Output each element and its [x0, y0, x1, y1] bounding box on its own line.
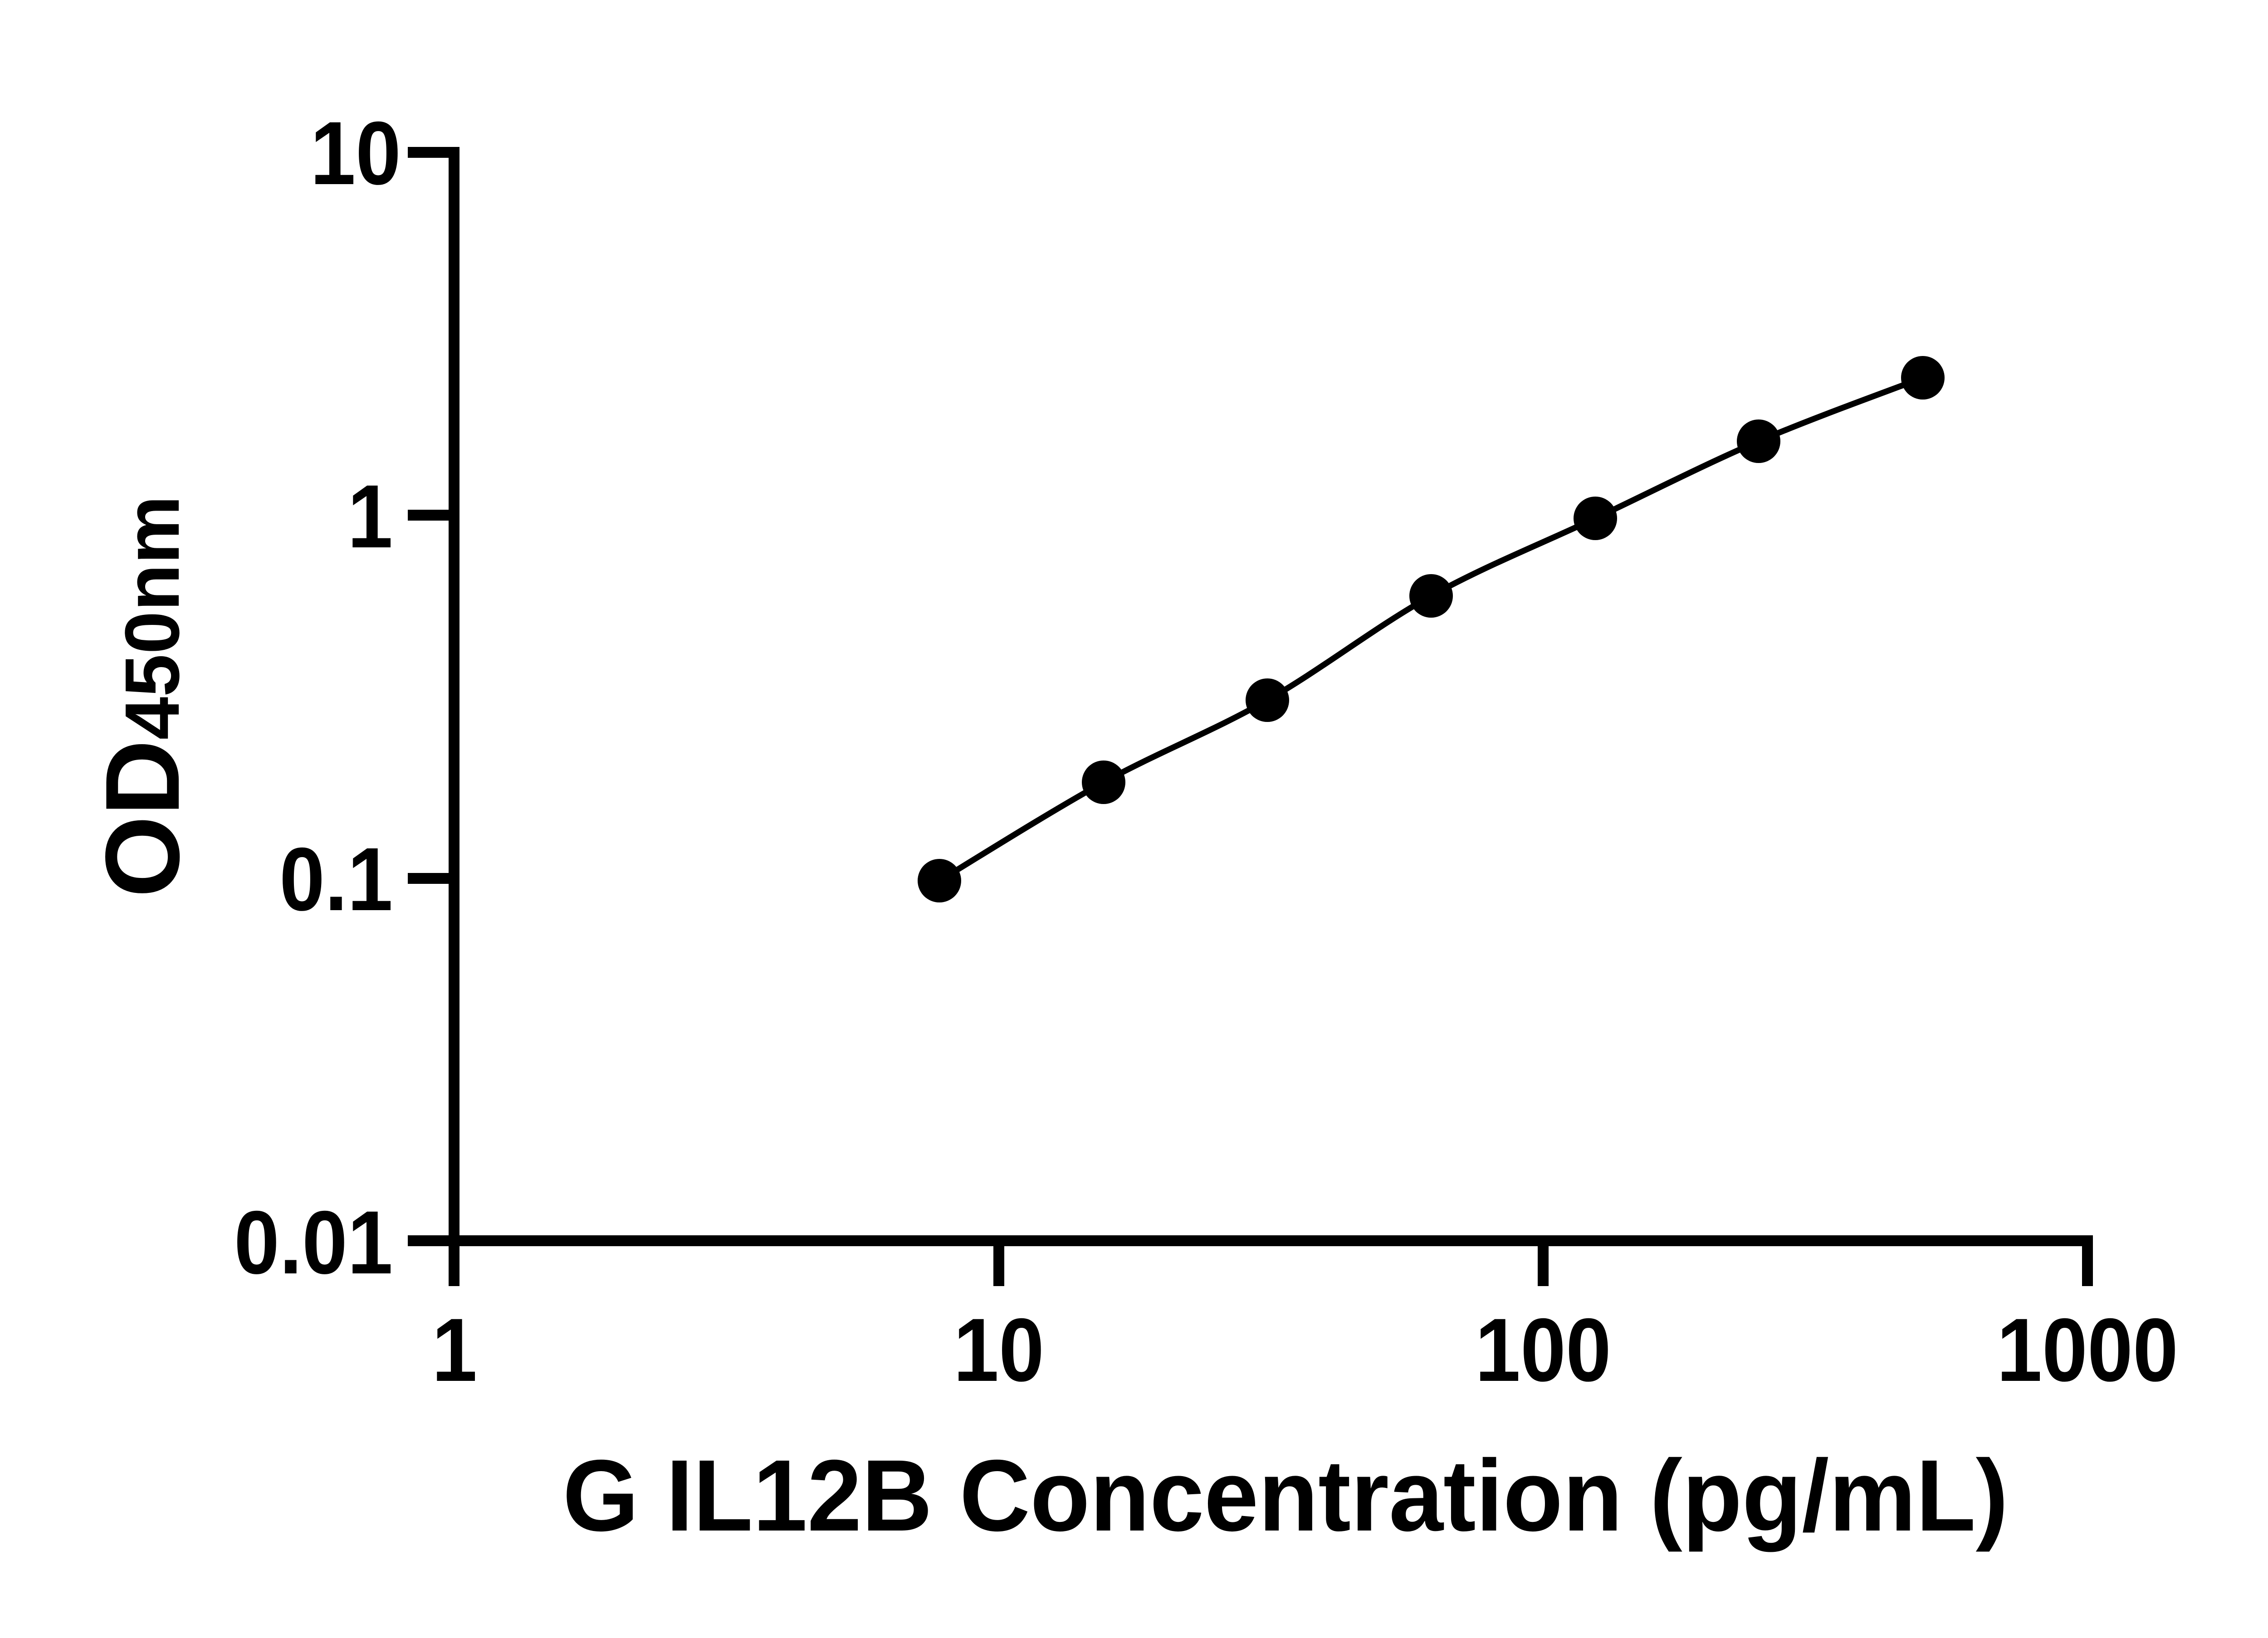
svg-text:1: 1	[432, 1300, 477, 1400]
svg-text:1: 1	[347, 466, 393, 566]
svg-text:0.01: 0.01	[234, 1192, 393, 1292]
svg-text:G IL12B Concentration (pg/mL): G IL12B Concentration (pg/mL)	[563, 1439, 2009, 1552]
svg-text:0.1: 0.1	[279, 829, 393, 929]
svg-text:100: 100	[1475, 1300, 1611, 1400]
svg-text:10: 10	[953, 1300, 1044, 1400]
svg-text:1000: 1000	[1997, 1300, 2178, 1400]
svg-text:10: 10	[310, 103, 401, 203]
